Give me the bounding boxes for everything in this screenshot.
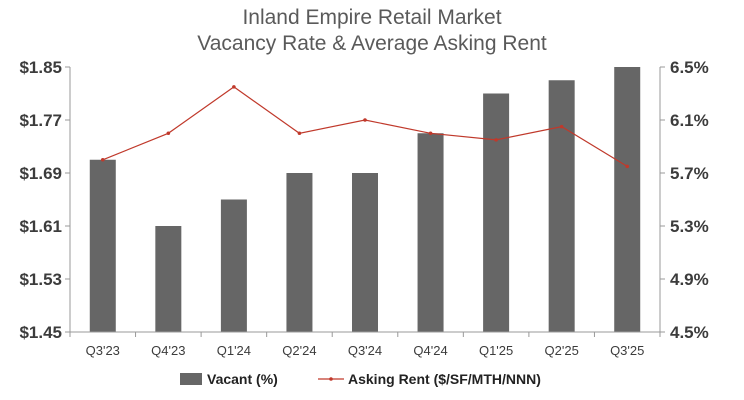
- line-point-5: [428, 131, 433, 136]
- asking-rent-line: [102, 86, 628, 167]
- line-layer: [100, 85, 630, 169]
- line-point-2: [232, 85, 236, 89]
- left-tick-label-2: $1.69: [19, 164, 62, 183]
- x-tick-label-4: Q3'24: [348, 343, 382, 358]
- legend-bar-label: Vacant (%): [207, 371, 278, 387]
- right-tick-label-2: 5.7%: [670, 164, 709, 183]
- line-point-6: [494, 138, 498, 142]
- right-tick-label-0: 6.5%: [670, 58, 709, 77]
- line-point-7: [559, 124, 564, 129]
- line-point-4: [363, 118, 367, 122]
- bar-7: [548, 80, 575, 332]
- x-tick-label-1: Q4'23: [151, 343, 185, 358]
- bar-5: [417, 133, 444, 332]
- bar-6: [483, 93, 510, 332]
- right-tick-label-4: 4.9%: [670, 270, 709, 289]
- line-point-1: [166, 131, 171, 136]
- line-point-0: [100, 157, 105, 162]
- left-tick-label-4: $1.53: [19, 270, 62, 289]
- right-tick-label-5: 4.5%: [670, 323, 709, 342]
- bar-2: [220, 199, 247, 332]
- left-tick-label-5: $1.45: [19, 323, 62, 342]
- legend-line-marker: [329, 377, 333, 381]
- x-tick-label-6: Q1'25: [479, 343, 513, 358]
- line-point-3: [297, 131, 302, 136]
- left-tick-label-1: $1.77: [19, 111, 62, 130]
- left-tick-label-3: $1.61: [19, 217, 62, 236]
- bar-1: [155, 226, 182, 332]
- x-tick-label-7: Q2'25: [545, 343, 579, 358]
- line-point-8: [625, 164, 630, 169]
- x-tick-label-2: Q1'24: [217, 343, 251, 358]
- axes-layer: $1.85 6.5% $1.77 6.1% $1.69 5.7% $1.61 5.3% $1.5…: [19, 58, 708, 358]
- bar-3: [286, 173, 313, 332]
- right-tick-label-1: 6.1%: [670, 111, 709, 130]
- legend-bar-swatch: [180, 373, 202, 385]
- bar-0: [89, 159, 116, 332]
- bar-4: [352, 173, 378, 332]
- legend-line-label: Asking Rent ($/SF/MTH/NNN): [348, 371, 541, 387]
- x-tick-label-8: Q3'25: [610, 343, 644, 358]
- bars-layer: [89, 67, 641, 332]
- left-tick-label-0: $1.85: [19, 58, 62, 77]
- x-tick-label-5: Q4'24: [413, 343, 447, 358]
- chart-subtitle: Vacancy Rate & Average Asking Rent: [197, 32, 547, 55]
- chart-title: Inland Empire Retail Market: [242, 6, 501, 29]
- x-tick-label-3: Q2'24: [282, 343, 316, 358]
- legend: Vacant (%) Asking Rent ($/SF/MTH/NNN): [180, 371, 541, 387]
- bar-8: [614, 67, 641, 332]
- x-tick-label-0: Q3'23: [86, 343, 120, 358]
- right-tick-label-3: 5.3%: [670, 217, 709, 236]
